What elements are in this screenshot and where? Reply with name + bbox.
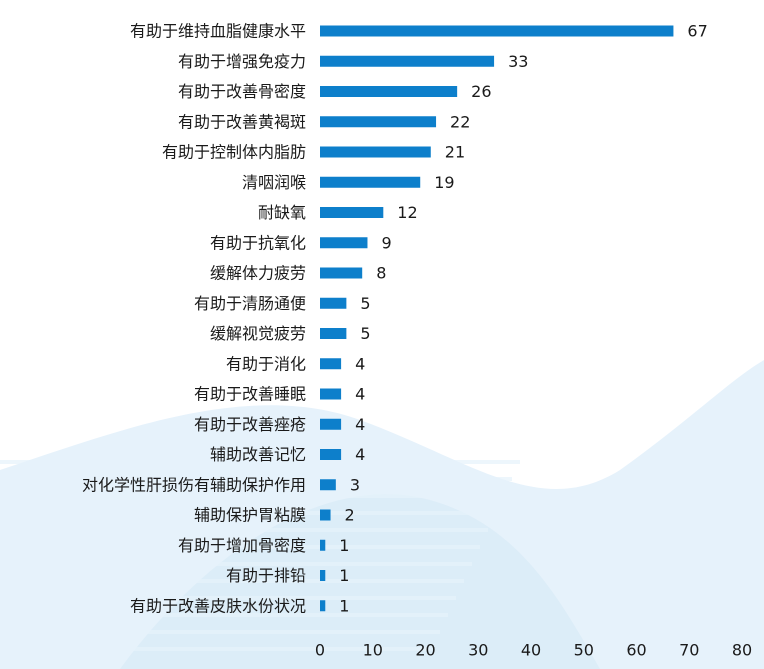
bar xyxy=(320,328,347,339)
value-label: 33 xyxy=(508,52,528,71)
background-stripe xyxy=(0,545,480,549)
bar xyxy=(320,388,342,400)
x-tick-label: 40 xyxy=(521,641,541,660)
bar xyxy=(320,449,342,460)
category-label: 对化学性肝损伤有辅助保护作用 xyxy=(82,475,306,494)
category-label: 辅助改善记忆 xyxy=(210,445,306,464)
category-label: 有助于维持血脂健康水平 xyxy=(130,22,306,41)
value-label: 1 xyxy=(339,566,349,585)
category-label: 有助于改善黄褐斑 xyxy=(178,112,306,131)
value-label: 21 xyxy=(445,143,465,162)
bar xyxy=(320,539,326,551)
bar xyxy=(320,297,347,309)
bar xyxy=(320,116,437,128)
background-stripe xyxy=(0,579,464,583)
background-stripes xyxy=(0,460,520,651)
category-label: 耐缺氧 xyxy=(258,203,306,222)
category-label: 有助于排铅 xyxy=(226,566,306,585)
bar xyxy=(320,207,384,218)
value-label: 1 xyxy=(339,536,349,555)
category-label: 有助于改善痤疮 xyxy=(194,415,306,434)
background-stripe xyxy=(0,511,496,515)
bars xyxy=(320,25,674,612)
value-label: 19 xyxy=(434,173,454,192)
value-label: 4 xyxy=(355,415,365,434)
value-label: 4 xyxy=(355,445,365,464)
x-tick-label: 70 xyxy=(679,641,699,660)
category-label: 缓解视觉疲劳 xyxy=(210,324,306,343)
x-tick-label: 20 xyxy=(415,641,435,660)
bar xyxy=(320,418,342,430)
category-label: 有助于改善骨密度 xyxy=(178,82,306,101)
background-stripe xyxy=(0,613,448,617)
decorative-background xyxy=(0,360,764,669)
background-stripe xyxy=(0,562,472,566)
bar xyxy=(320,509,331,521)
category-label: 有助于增加骨密度 xyxy=(178,536,306,555)
value-label: 9 xyxy=(381,233,391,252)
bar xyxy=(320,237,368,249)
category-label: 辅助保护胃粘膜 xyxy=(194,506,306,525)
bar xyxy=(320,570,326,581)
bar xyxy=(320,86,458,97)
background-stripe xyxy=(0,528,488,532)
bar xyxy=(320,267,363,279)
value-label: 5 xyxy=(360,294,370,313)
category-label: 缓解体力疲劳 xyxy=(210,264,306,283)
bar xyxy=(320,600,326,612)
category-label: 有助于改善睡眠 xyxy=(194,385,306,404)
value-label: 4 xyxy=(355,354,365,373)
x-tick-label: 60 xyxy=(626,641,646,660)
background-stripe xyxy=(0,477,512,481)
value-label: 8 xyxy=(376,264,386,283)
category-label: 有助于改善皮肤水份状况 xyxy=(130,596,306,615)
background-stripe xyxy=(0,494,504,498)
category-label: 有助于增强免疫力 xyxy=(178,52,306,71)
bar xyxy=(320,176,421,188)
value-label: 1 xyxy=(339,596,349,615)
bar xyxy=(320,55,495,67)
category-label: 有助于消化 xyxy=(226,354,306,373)
background-stripe xyxy=(0,647,432,651)
value-label: 5 xyxy=(360,324,370,343)
bar xyxy=(320,479,336,491)
value-label: 26 xyxy=(471,82,491,101)
x-tick-label: 10 xyxy=(363,641,383,660)
value-label: 22 xyxy=(450,112,470,131)
category-label: 有助于清肠通便 xyxy=(194,294,306,313)
bar xyxy=(320,146,431,158)
x-axis-ticks: 0 10 20 30 40 50 60 70 80 xyxy=(315,641,752,660)
background-stripe xyxy=(0,630,440,634)
x-tick-label: 0 xyxy=(315,641,325,660)
category-label: 清咽润喉 xyxy=(242,173,306,192)
value-label: 12 xyxy=(397,203,417,222)
value-label: 67 xyxy=(687,22,707,41)
background-stripe xyxy=(0,460,520,464)
x-tick-label: 80 xyxy=(732,641,752,660)
bar xyxy=(320,358,342,370)
category-label: 有助于控制体内脂肪 xyxy=(162,143,306,162)
category-labels: 有助于维持血脂健康水平有助于增强免疫力有助于改善骨密度有助于改善黄褐斑有助于控制… xyxy=(82,22,306,616)
value-label: 3 xyxy=(350,475,360,494)
value-label: 4 xyxy=(355,385,365,404)
x-tick-label: 30 xyxy=(468,641,488,660)
x-tick-label: 50 xyxy=(574,641,594,660)
category-label: 有助于抗氧化 xyxy=(210,233,306,252)
bar xyxy=(320,25,674,37)
background-stripe xyxy=(0,596,456,600)
value-label: 2 xyxy=(345,506,355,525)
